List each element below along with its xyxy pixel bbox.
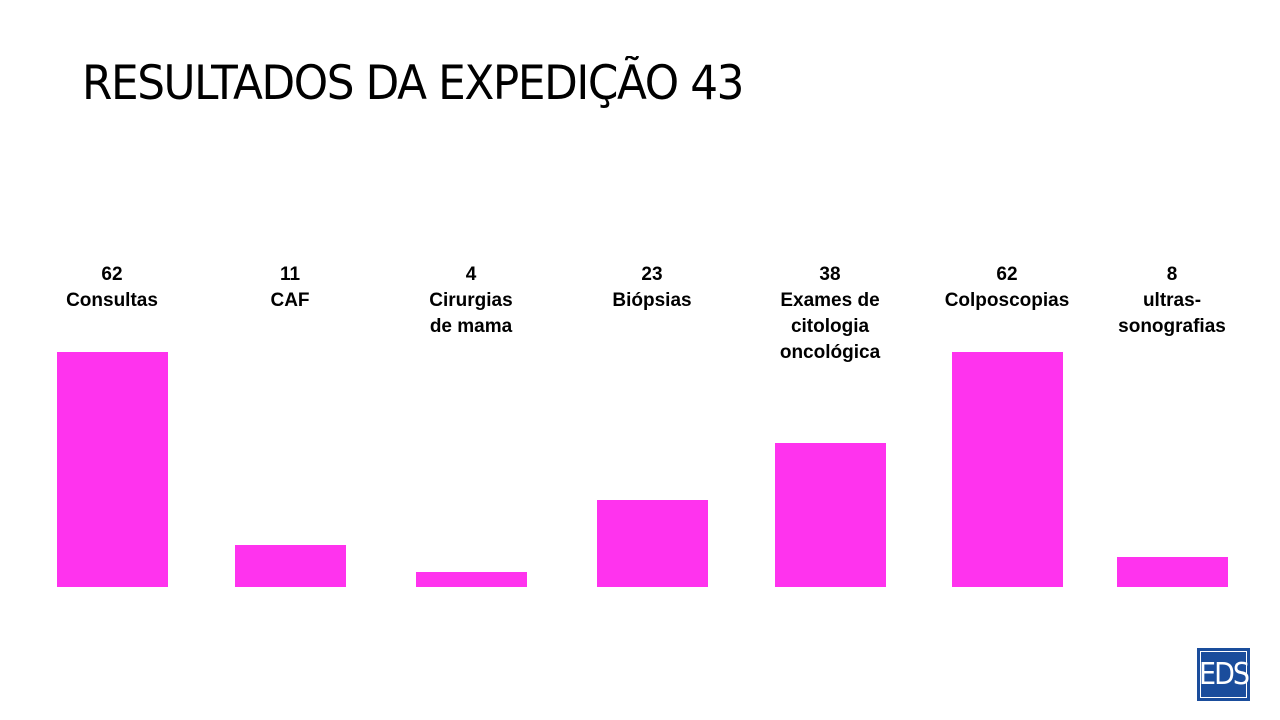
bar-1: [234, 545, 346, 587]
value-label: 4: [465, 264, 477, 285]
eds-logo: EDS: [1197, 648, 1250, 701]
value-label: 38: [819, 264, 841, 285]
bar-4: [774, 443, 886, 587]
value-label: 8: [1166, 264, 1178, 285]
category-label: Biópsias: [612, 290, 692, 311]
category-label: sonografias: [1118, 316, 1226, 337]
category-label: citologia: [790, 316, 870, 337]
data-label-6: 8 ultras-sonografias: [1092, 262, 1252, 340]
category-label: Colposcopias: [944, 290, 1070, 311]
value-label: 62: [101, 264, 123, 285]
category-label: Cirurgias: [429, 290, 513, 311]
category-label: Consultas: [66, 290, 158, 311]
bar-3: [596, 500, 708, 587]
data-label-0: 62 Consultas: [32, 262, 192, 314]
data-label-4: 38 Exames de citologia oncológica: [750, 262, 910, 366]
bar-5: [951, 352, 1063, 587]
category-label: ultras-: [1142, 290, 1202, 311]
category-label: Exames de: [780, 290, 880, 311]
category-label: de mama: [429, 316, 513, 337]
bar-2: [415, 572, 527, 587]
value-label: 62: [996, 264, 1018, 285]
bar-0: [56, 352, 168, 587]
page-title: RESULTADOS DA EXPEDIÇÃO 43: [82, 56, 744, 111]
bar-6: [1116, 557, 1228, 587]
data-label-3: 23 Biópsias: [572, 262, 732, 314]
value-label: 11: [279, 264, 301, 285]
category-label: CAF: [270, 290, 310, 311]
data-label-2: 4 Cirurgias de mama: [391, 262, 551, 340]
data-label-1: 11 CAF: [210, 262, 370, 314]
category-label: oncológica: [779, 342, 881, 363]
data-label-5: 62 Colposcopias: [927, 262, 1087, 314]
eds-logo-text: EDS: [1199, 651, 1250, 698]
value-label: 23: [641, 264, 663, 285]
